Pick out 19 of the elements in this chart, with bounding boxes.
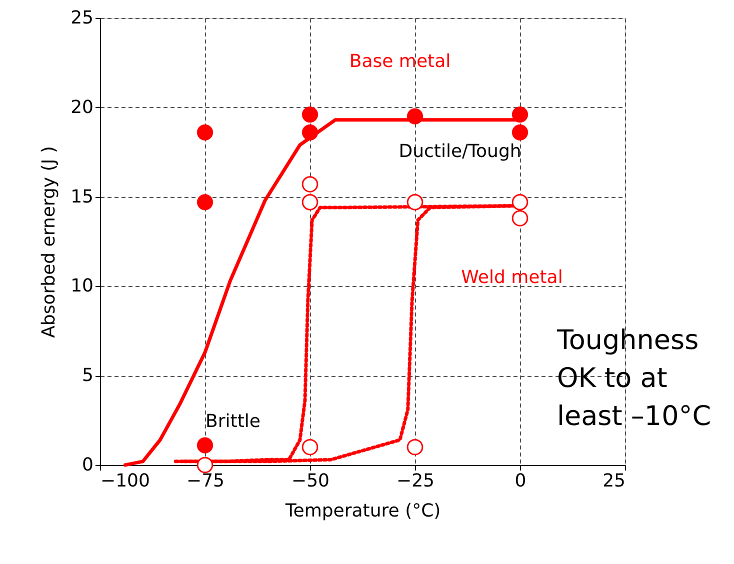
y-tick-label: 20 (70, 96, 94, 118)
y-tick-label: 0 (82, 454, 94, 476)
x-tick-label: −100 (100, 470, 150, 492)
annotation: Brittle (206, 411, 260, 432)
annotation: Ductile/Tough (398, 141, 522, 162)
annotation: Toughness OK to at least –10°C (556, 325, 712, 432)
x-tick-label: −50 (292, 470, 330, 492)
annotation: Weld metal (461, 267, 563, 288)
x-tick-label: 0 (514, 470, 526, 492)
y-tick-label: 25 (70, 8, 94, 28)
x-axis-title: Temperature (°C) (284, 500, 441, 522)
y-tick-label: 15 (70, 186, 94, 208)
annotation: Base metal (349, 51, 451, 72)
y-axis-title: Absorbed ernergy (J ) (38, 146, 60, 338)
y-tick-label: 5 (82, 365, 94, 386)
x-tick-label: −25 (396, 470, 434, 492)
x-tick-label: −75 (186, 470, 224, 492)
x-tick-label: 25 (602, 470, 626, 492)
y-tick-label: 10 (70, 276, 94, 297)
